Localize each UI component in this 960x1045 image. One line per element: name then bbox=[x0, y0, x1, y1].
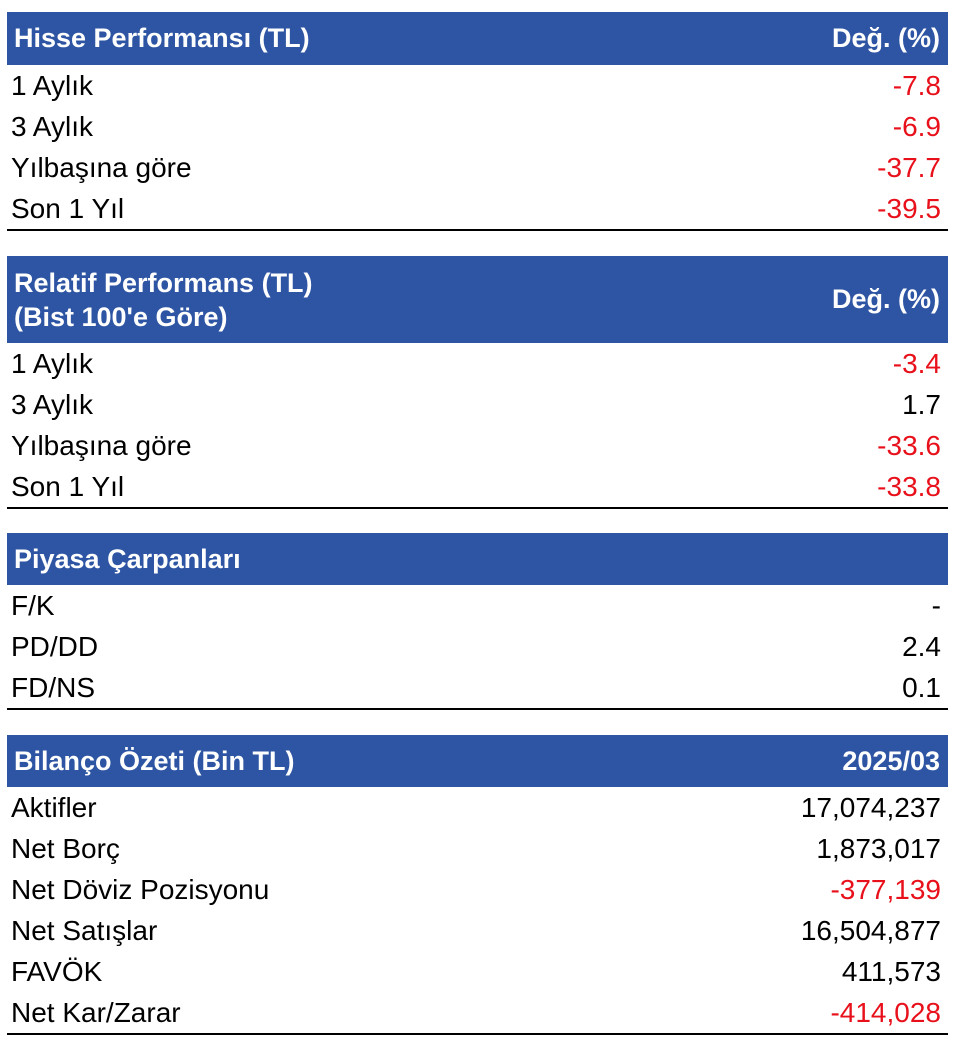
row-value: - bbox=[931, 589, 941, 621]
table-row: F/K - bbox=[7, 585, 948, 626]
row-value: -33.8 bbox=[877, 470, 941, 502]
table-row: Yılbaşına göre -33.6 bbox=[7, 425, 948, 466]
row-label: 3 Aylık bbox=[11, 388, 93, 420]
row-label: PD/DD bbox=[11, 630, 99, 662]
row-value: -33.6 bbox=[877, 429, 941, 461]
row-value: 2.4 bbox=[902, 630, 941, 662]
table-row: 1 Aylık -7.8 bbox=[7, 65, 948, 106]
row-label: 3 Aylık bbox=[11, 110, 93, 142]
row-value: 0.1 bbox=[902, 671, 941, 703]
row-value: 17,074,237 bbox=[800, 791, 941, 823]
piyasa-carpanlari-header: Piyasa Çarpanları bbox=[7, 533, 948, 585]
relatif-performans-title-line2: (Bist 100'e Göre) bbox=[14, 301, 228, 332]
row-label: 1 Aylık bbox=[11, 69, 93, 101]
table-row: 3 Aylık 1.7 bbox=[7, 384, 948, 425]
relatif-performans-title: Relatif Performans (TL) (Bist 100'e Göre… bbox=[14, 266, 313, 334]
row-label: Net Satışlar bbox=[11, 914, 158, 946]
row-value: 411,573 bbox=[841, 955, 941, 987]
row-label: Net Borç bbox=[11, 832, 120, 864]
row-value: -7.8 bbox=[892, 69, 941, 101]
relatif-performans-rows: 1 Aylık -3.4 3 Aylık 1.7 Yılbaşına göre -33.6… bbox=[7, 343, 948, 509]
hisse-performans-title: Hisse Performansı (TL) bbox=[14, 23, 310, 53]
row-value: -377,139 bbox=[830, 873, 941, 905]
table-row: Son 1 Yıl -33.8 bbox=[7, 466, 948, 507]
bilanco-ozeti-title: Bilanço Özeti (Bin TL) bbox=[14, 745, 295, 776]
row-value: 16,504,877 bbox=[800, 914, 941, 946]
row-label: Son 1 Yıl bbox=[11, 470, 125, 502]
table-row: FD/NS 0.1 bbox=[7, 667, 948, 708]
bilanco-ozeti-rows: Aktifler 17,074,237 Net Borç 1,873,017 Net D… bbox=[7, 787, 948, 1035]
table-row: Net Döviz Pozisyonu -377,139 bbox=[7, 869, 948, 910]
hisse-performans-table: Hisse Performansı (TL) Değ. (%) 1 Aylık -… bbox=[7, 12, 948, 231]
row-value: -39.5 bbox=[877, 192, 941, 224]
table-row: Net Borç 1,873,017 bbox=[7, 828, 948, 869]
row-label: Yılbaşına göre bbox=[11, 429, 192, 461]
table-row: Net Kar/Zarar -414,028 bbox=[7, 992, 948, 1033]
piyasa-carpanlari-table: Piyasa Çarpanları F/K - PD/DD 2.4 FD/NS 0.1 bbox=[7, 533, 948, 710]
table-row: 3 Aylık -6.9 bbox=[7, 106, 948, 147]
table-row: 1 Aylık -3.4 bbox=[7, 343, 948, 384]
piyasa-carpanlari-title: Piyasa Çarpanları bbox=[14, 543, 241, 574]
table-row: Yılbaşına göre -37.7 bbox=[7, 147, 948, 188]
row-value: -3.4 bbox=[892, 347, 941, 379]
row-label: FAVÖK bbox=[11, 955, 103, 987]
row-label: Yılbaşına göre bbox=[11, 151, 192, 183]
row-value: -6.9 bbox=[892, 110, 941, 142]
row-label: Net Kar/Zarar bbox=[11, 996, 181, 1028]
row-value: 1,873,017 bbox=[816, 832, 941, 864]
relatif-performans-title-line1: Relatif Performans (TL) bbox=[14, 267, 313, 298]
relatif-performans-table: Relatif Performans (TL) (Bist 100'e Göre… bbox=[7, 256, 948, 509]
hisse-performans-rows: 1 Aylık -7.8 3 Aylık -6.9 Yılbaşına göre -37.… bbox=[7, 65, 948, 231]
bilanco-ozeti-header: Bilanço Özeti (Bin TL) 2025/03 bbox=[7, 735, 948, 787]
row-label: 1 Aylık bbox=[11, 347, 93, 379]
table-row: PD/DD 2.4 bbox=[7, 626, 948, 667]
relatif-performans-col-header: Değ. (%) bbox=[832, 284, 940, 314]
hisse-performans-header: Hisse Performansı (TL) Değ. (%) bbox=[7, 12, 948, 65]
row-value: -414,028 bbox=[830, 996, 941, 1028]
table-row: Son 1 Yıl -39.5 bbox=[7, 188, 948, 229]
row-label: Son 1 Yıl bbox=[11, 192, 125, 224]
table-row: Aktifler 17,074,237 bbox=[7, 787, 948, 828]
piyasa-carpanlari-rows: F/K - PD/DD 2.4 FD/NS 0.1 bbox=[7, 585, 948, 710]
bilanco-ozeti-table: Bilanço Özeti (Bin TL) 2025/03 Aktifler 1… bbox=[7, 735, 948, 1035]
table-row: Net Satışlar 16,504,877 bbox=[7, 910, 948, 951]
row-label: Aktifler bbox=[11, 791, 97, 823]
hisse-performans-col-header: Değ. (%) bbox=[832, 23, 940, 53]
bilanco-ozeti-col-header: 2025/03 bbox=[842, 745, 940, 776]
row-label: Net Döviz Pozisyonu bbox=[11, 873, 270, 905]
row-label: FD/NS bbox=[11, 671, 95, 703]
relatif-performans-header: Relatif Performans (TL) (Bist 100'e Göre… bbox=[7, 256, 948, 343]
row-value: 1.7 bbox=[902, 388, 941, 420]
row-value: -37.7 bbox=[877, 151, 941, 183]
row-label: F/K bbox=[11, 589, 55, 621]
table-row: FAVÖK 411,573 bbox=[7, 951, 948, 992]
